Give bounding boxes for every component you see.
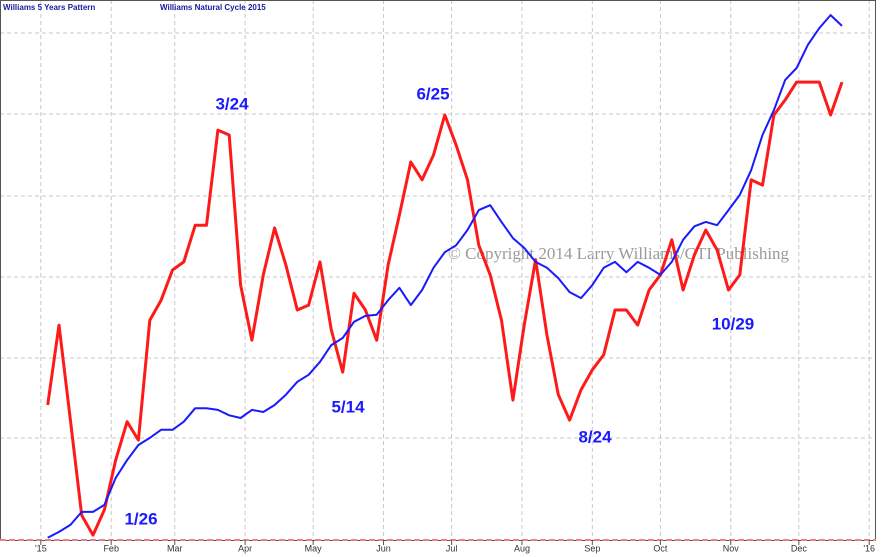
x-tick-label: May: [305, 543, 323, 553]
annotation: 8/24: [578, 427, 612, 446]
x-tick-label: Jul: [446, 543, 458, 553]
legend-label: Williams 5 Years Pattern: [3, 3, 95, 12]
plot-frame: [0, 0, 876, 541]
x-tick-label: Sep: [584, 543, 600, 553]
x-tick-label: Feb: [103, 543, 119, 553]
series-line: [46, 80, 844, 537]
watermark: © Copyright 2014 Larry Williams/CTI Publ…: [448, 244, 790, 263]
annotation: 5/14: [331, 397, 365, 416]
x-tick-label: Mar: [167, 543, 183, 553]
x-tick-label: '15: [35, 543, 47, 553]
annotation: 10/29: [712, 314, 755, 333]
x-tick-label: Apr: [238, 543, 252, 553]
annotation: 3/24: [215, 94, 249, 113]
x-tick-label: Nov: [723, 543, 740, 553]
annotation: 1/26: [124, 509, 157, 528]
x-tick-label: Dec: [791, 543, 808, 553]
x-tick-label: Aug: [514, 543, 530, 553]
x-tick-label: Oct: [653, 543, 668, 553]
x-tick-label: Jun: [376, 543, 391, 553]
x-tick-label: '16: [863, 543, 875, 553]
plot: [40, 0, 870, 540]
series-line: [47, 14, 843, 539]
legend-label: Williams Natural Cycle 2015: [160, 3, 266, 12]
annotation: 6/25: [416, 84, 449, 103]
